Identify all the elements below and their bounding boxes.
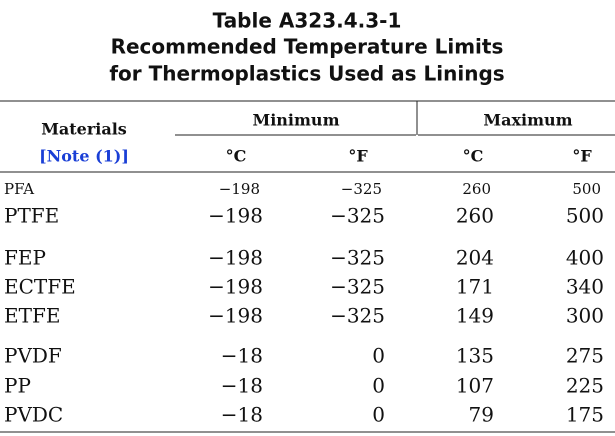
temperature-cell: 107 (456, 374, 494, 398)
temperature-cell: −198 (208, 204, 263, 228)
temperature-cell: 135 (456, 344, 494, 368)
material-name: ETFE (4, 304, 60, 328)
temperature-cell: 171 (456, 275, 494, 299)
title-line: Recommended Temperature Limits (111, 35, 504, 59)
title-line: for Thermoplastics Used as Linings (109, 62, 504, 86)
material-name: PFA (4, 180, 34, 198)
unit-header: °F (348, 147, 368, 166)
temperature-cell: −198 (208, 304, 263, 328)
temperature-cell: −325 (330, 304, 385, 328)
temperature-cell: 149 (456, 304, 494, 328)
temperature-cell: −325 (330, 246, 385, 270)
title-line: Table A323.4.3-1 (213, 9, 402, 33)
temperature-cell: 79 (469, 403, 494, 427)
materials-header: Materials (41, 120, 127, 139)
material-name: FEP (4, 246, 46, 270)
material-name: ECTFE (4, 275, 76, 299)
minimum-header: Minimum (253, 111, 340, 130)
maximum-header: Maximum (483, 111, 572, 130)
temperature-cell: −198 (219, 180, 260, 198)
temperature-cell: 175 (566, 403, 604, 427)
temperature-cell: 260 (462, 180, 491, 198)
temperature-cell: 260 (456, 204, 494, 228)
temperature-cell: −198 (208, 246, 263, 270)
temperature-cell: 500 (572, 180, 601, 198)
temperature-cell: 0 (372, 374, 385, 398)
temperature-cell: 0 (372, 344, 385, 368)
temperature-cell: 340 (566, 275, 604, 299)
temperature-cell: 204 (456, 246, 494, 270)
unit-header: °C (226, 147, 247, 166)
material-name: PVDC (4, 403, 63, 427)
material-name: PTFE (4, 204, 59, 228)
temperature-cell: 225 (566, 374, 604, 398)
temperature-cell: −18 (221, 374, 263, 398)
unit-header: °F (572, 147, 592, 166)
temperature-cell: 400 (566, 246, 604, 270)
temperature-cell: 275 (566, 344, 604, 368)
note-link[interactable]: [Note (1)] (39, 147, 129, 166)
temperature-cell: −325 (330, 204, 385, 228)
temperature-cell: −18 (221, 403, 263, 427)
temperature-cell: −325 (341, 180, 382, 198)
temperature-cell: −198 (208, 275, 263, 299)
material-name: PVDF (4, 344, 62, 368)
temperature-cell: −325 (330, 275, 385, 299)
temperature-cell: −18 (221, 344, 263, 368)
temperature-cell: 500 (566, 204, 604, 228)
unit-header: °C (463, 147, 484, 166)
temperature-cell: 0 (372, 403, 385, 427)
temperature-cell: 300 (566, 304, 604, 328)
material-name: PP (4, 374, 31, 398)
